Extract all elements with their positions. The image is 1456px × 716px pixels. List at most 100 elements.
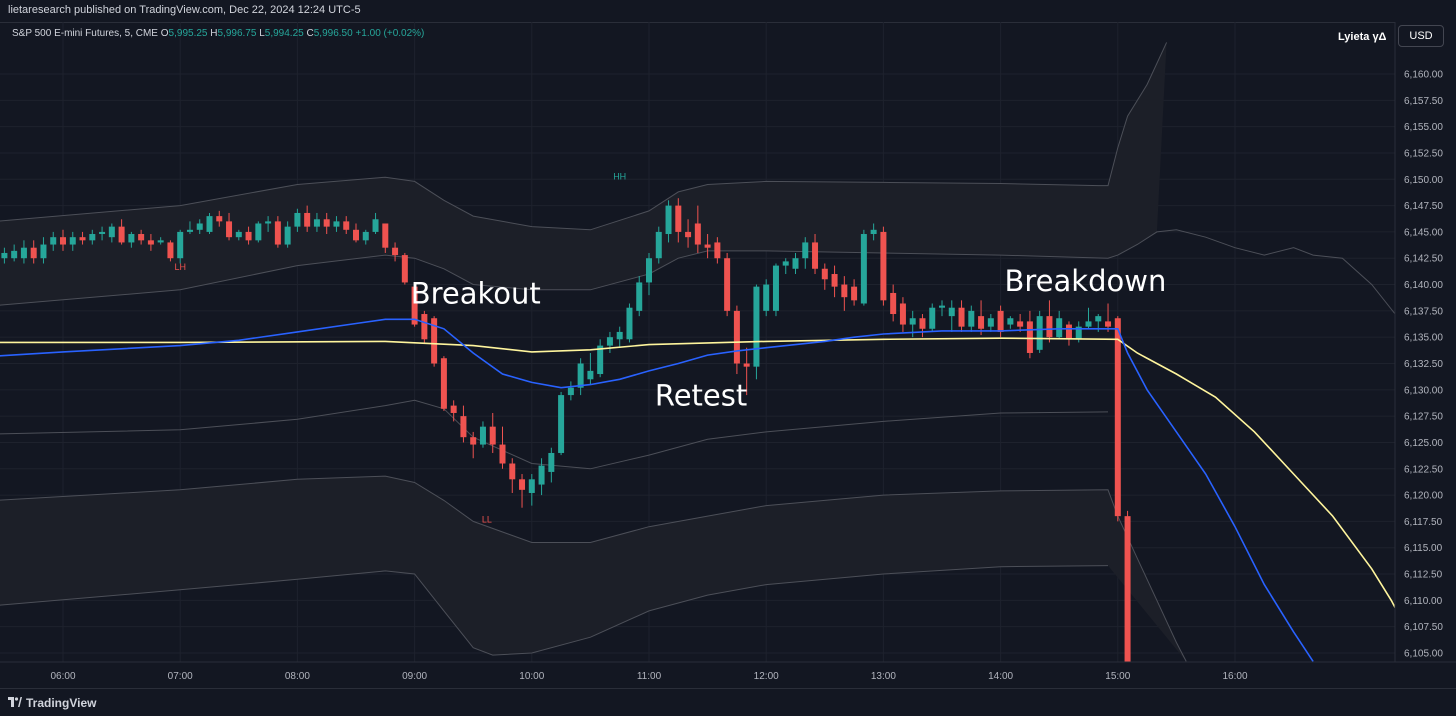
- candle-body: [1007, 318, 1014, 325]
- currency-button[interactable]: USD: [1398, 25, 1444, 47]
- candle-body: [890, 292, 897, 315]
- candle: [499, 426, 506, 469]
- indicator-label[interactable]: Lyieta γΔ: [1338, 31, 1387, 43]
- low-value: 5,994.25: [264, 28, 304, 39]
- candle-body: [401, 255, 408, 283]
- candle-body: [616, 331, 623, 340]
- candle: [99, 226, 106, 241]
- tradingview-brand: TradingView: [26, 696, 97, 710]
- candle: [50, 231, 57, 251]
- candle: [948, 300, 955, 332]
- candle-body: [255, 223, 262, 241]
- y-tick-label: 6,150.00: [1404, 175, 1443, 186]
- candle: [79, 231, 86, 245]
- x-tick-label: 13:00: [871, 671, 896, 682]
- candle-body: [1065, 324, 1072, 340]
- close-value: 5,996.50: [313, 28, 353, 39]
- candle: [118, 219, 125, 245]
- candle: [20, 240, 27, 264]
- band-fill-upper: [0, 42, 1167, 306]
- candle-body: [548, 452, 555, 472]
- candle: [685, 219, 692, 248]
- candle: [274, 216, 281, 248]
- candle-body: [245, 231, 252, 241]
- candle-body: [411, 286, 418, 325]
- candle-body: [899, 303, 906, 325]
- x-tick-label: 10:00: [519, 671, 544, 682]
- ema-line: [0, 318, 1314, 662]
- high-value: 5,996.75: [217, 28, 257, 39]
- candle-body: [646, 258, 652, 283]
- candle: [401, 252, 408, 285]
- candle-body: [30, 247, 37, 259]
- candle: [1026, 310, 1033, 359]
- candle-body: [694, 223, 701, 245]
- candle: [802, 237, 809, 269]
- candle-body: [157, 240, 164, 243]
- candle: [509, 458, 516, 493]
- candle: [997, 305, 1004, 338]
- candle-body: [499, 444, 506, 464]
- candle-body: [147, 240, 154, 245]
- candle: [186, 221, 193, 235]
- candle-body: [79, 237, 86, 241]
- candle: [196, 219, 203, 235]
- candle: [284, 221, 291, 248]
- candle-body: [1017, 321, 1024, 327]
- y-tick-label: 6,127.50: [1404, 412, 1443, 423]
- band-upper-inner: [0, 229, 1456, 354]
- candle: [460, 405, 467, 443]
- candle: [431, 316, 438, 367]
- candle-body: [11, 250, 18, 259]
- y-tick-label: 6,120.00: [1404, 491, 1443, 502]
- candle-body: [743, 363, 750, 367]
- symbol-legend[interactable]: S&P 500 E-mini Futures, 5, CME O5,995.25…: [12, 28, 424, 39]
- candle: [372, 212, 379, 235]
- tradingview-logo-icon: [8, 697, 22, 707]
- candle-body: [714, 242, 721, 259]
- candle: [1007, 316, 1014, 329]
- candle-body: [772, 265, 779, 311]
- x-tick-label: 07:00: [168, 671, 193, 682]
- swing-label-hh: HH: [613, 171, 626, 181]
- y-tick-label: 6,135.00: [1404, 333, 1443, 344]
- y-tick-label: 6,125.00: [1404, 438, 1443, 449]
- candle-body: [606, 337, 613, 346]
- candles: [1, 198, 1131, 662]
- candle: [519, 474, 526, 508]
- price-scale-background[interactable]: [1395, 22, 1456, 688]
- candle: [470, 431, 477, 459]
- x-tick-label: 09:00: [402, 671, 427, 682]
- candle-body: [577, 363, 584, 388]
- candle-body: [626, 307, 633, 340]
- time-scale-background[interactable]: [0, 662, 1395, 688]
- candle: [763, 279, 770, 317]
- candle-body: [460, 416, 467, 438]
- candle: [978, 300, 985, 336]
- y-tick-label: 6,132.50: [1404, 359, 1443, 370]
- time-scale: 06:00 07:00 08:00 09:00 10:00 11:00 12:00 13:00…: [50, 671, 1247, 682]
- candle: [831, 265, 838, 298]
- footer-bar: TradingView: [0, 688, 1456, 716]
- candle-body: [362, 231, 369, 241]
- x-tick-label: 15:00: [1105, 671, 1130, 682]
- candle: [812, 234, 819, 275]
- y-tick-label: 6,105.00: [1404, 649, 1443, 660]
- candle: [177, 229, 184, 264]
- candle: [724, 252, 731, 317]
- candle: [69, 231, 76, 251]
- candle: [255, 221, 262, 243]
- candle-body: [440, 358, 447, 409]
- candle: [128, 231, 135, 248]
- candle: [939, 300, 945, 317]
- candle-body: [665, 205, 672, 235]
- x-tick-label: 14:00: [988, 671, 1013, 682]
- swing-label-ll: LL: [482, 514, 492, 524]
- y-tick-label: 6,110.00: [1404, 596, 1443, 607]
- candle: [860, 229, 867, 306]
- y-tick-label: 6,107.50: [1404, 622, 1443, 633]
- candle: [929, 303, 936, 332]
- candle: [675, 198, 682, 243]
- candle: [60, 229, 66, 251]
